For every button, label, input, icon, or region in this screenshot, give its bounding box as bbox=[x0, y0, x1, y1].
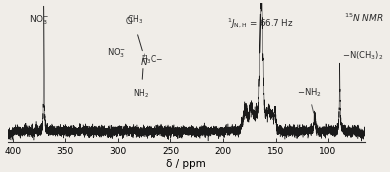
Text: $^1J_\mathrm{N,H}$ = 66.7 Hz: $^1J_\mathrm{N,H}$ = 66.7 Hz bbox=[227, 17, 294, 31]
Text: $-$NH$_2$: $-$NH$_2$ bbox=[296, 87, 321, 113]
Text: Cl: Cl bbox=[125, 17, 133, 26]
Text: $-$N(CH$_3$)$_2$: $-$N(CH$_3$)$_2$ bbox=[342, 50, 383, 62]
Text: NH$_2$: NH$_2$ bbox=[133, 87, 149, 100]
Text: $^{15}$N NMR: $^{15}$N NMR bbox=[344, 12, 384, 24]
Text: H$_3$C$-$: H$_3$C$-$ bbox=[141, 53, 163, 66]
Text: CH$_3$: CH$_3$ bbox=[127, 13, 143, 26]
Text: $\overset{+}{N}$: $\overset{+}{N}$ bbox=[140, 51, 149, 68]
Text: NO$_3^{-}$: NO$_3^{-}$ bbox=[28, 13, 49, 27]
X-axis label: δ / ppm: δ / ppm bbox=[166, 159, 206, 169]
Text: NO$_3^{-}$: NO$_3^{-}$ bbox=[107, 47, 127, 60]
